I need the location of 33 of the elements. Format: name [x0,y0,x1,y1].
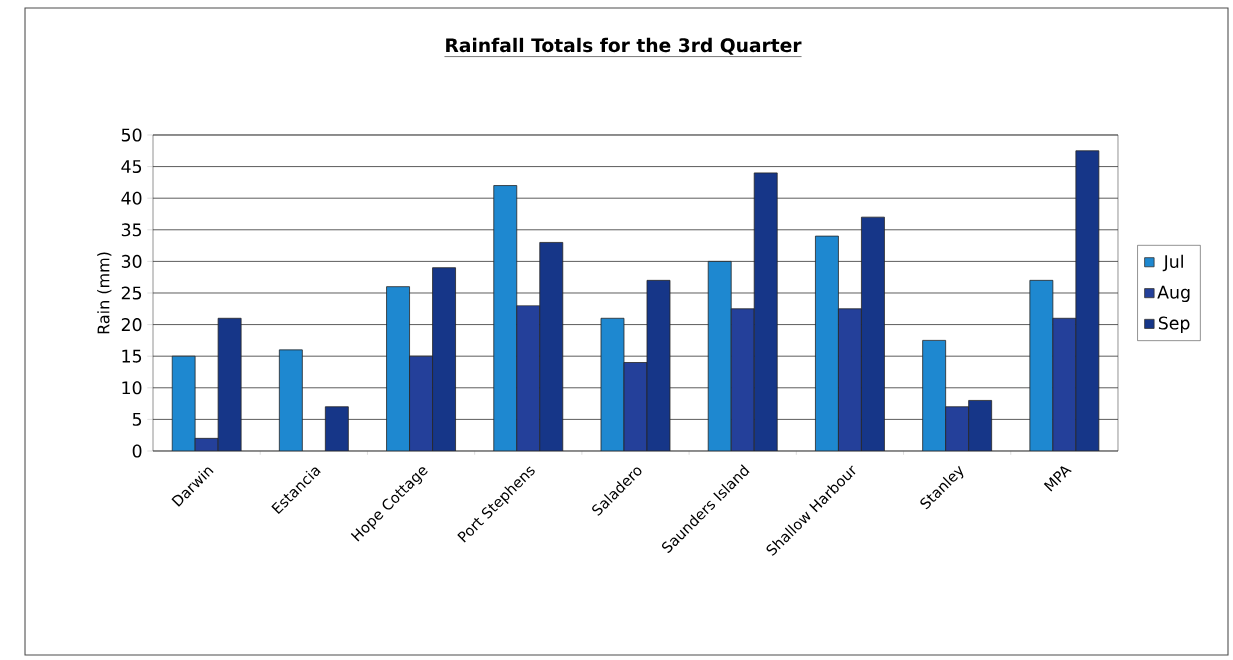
bar [1052,317,1077,451]
y-tick-label: 35 [121,223,142,237]
bar [623,362,648,451]
bar [922,339,947,451]
legend-label: Aug [1157,285,1190,303]
bar [1029,279,1054,451]
y-tick-label: 15 [122,349,142,363]
bar [516,305,541,451]
y-tick-label: 45 [121,160,142,174]
chart-title: Rainfall Totals for the 3rd Quarter [446,37,802,55]
bar [730,308,755,451]
bar [278,349,303,451]
y-axis-title: Rain (mm) [97,252,112,334]
bar [324,406,349,451]
y-tick-label: 25 [121,286,142,300]
bar [815,235,839,451]
bar [409,355,433,451]
y-tick-label: 40 [121,191,142,205]
y-tick-label: 0 [132,444,142,458]
bar [945,406,970,451]
bar [600,317,625,451]
legend-label: Jul [1162,254,1183,272]
bar [493,185,518,451]
y-tick-label: 50 [121,128,142,142]
bar [171,355,196,451]
bar [707,260,732,451]
y-tick-label: 10 [122,381,142,395]
bar [386,286,410,451]
y-tick-label: 5 [132,412,142,426]
y-tick-label: 30 [121,254,142,268]
y-tick-label: 20 [121,318,142,332]
legend-label: Sep [1158,316,1190,333]
bar [838,308,862,451]
